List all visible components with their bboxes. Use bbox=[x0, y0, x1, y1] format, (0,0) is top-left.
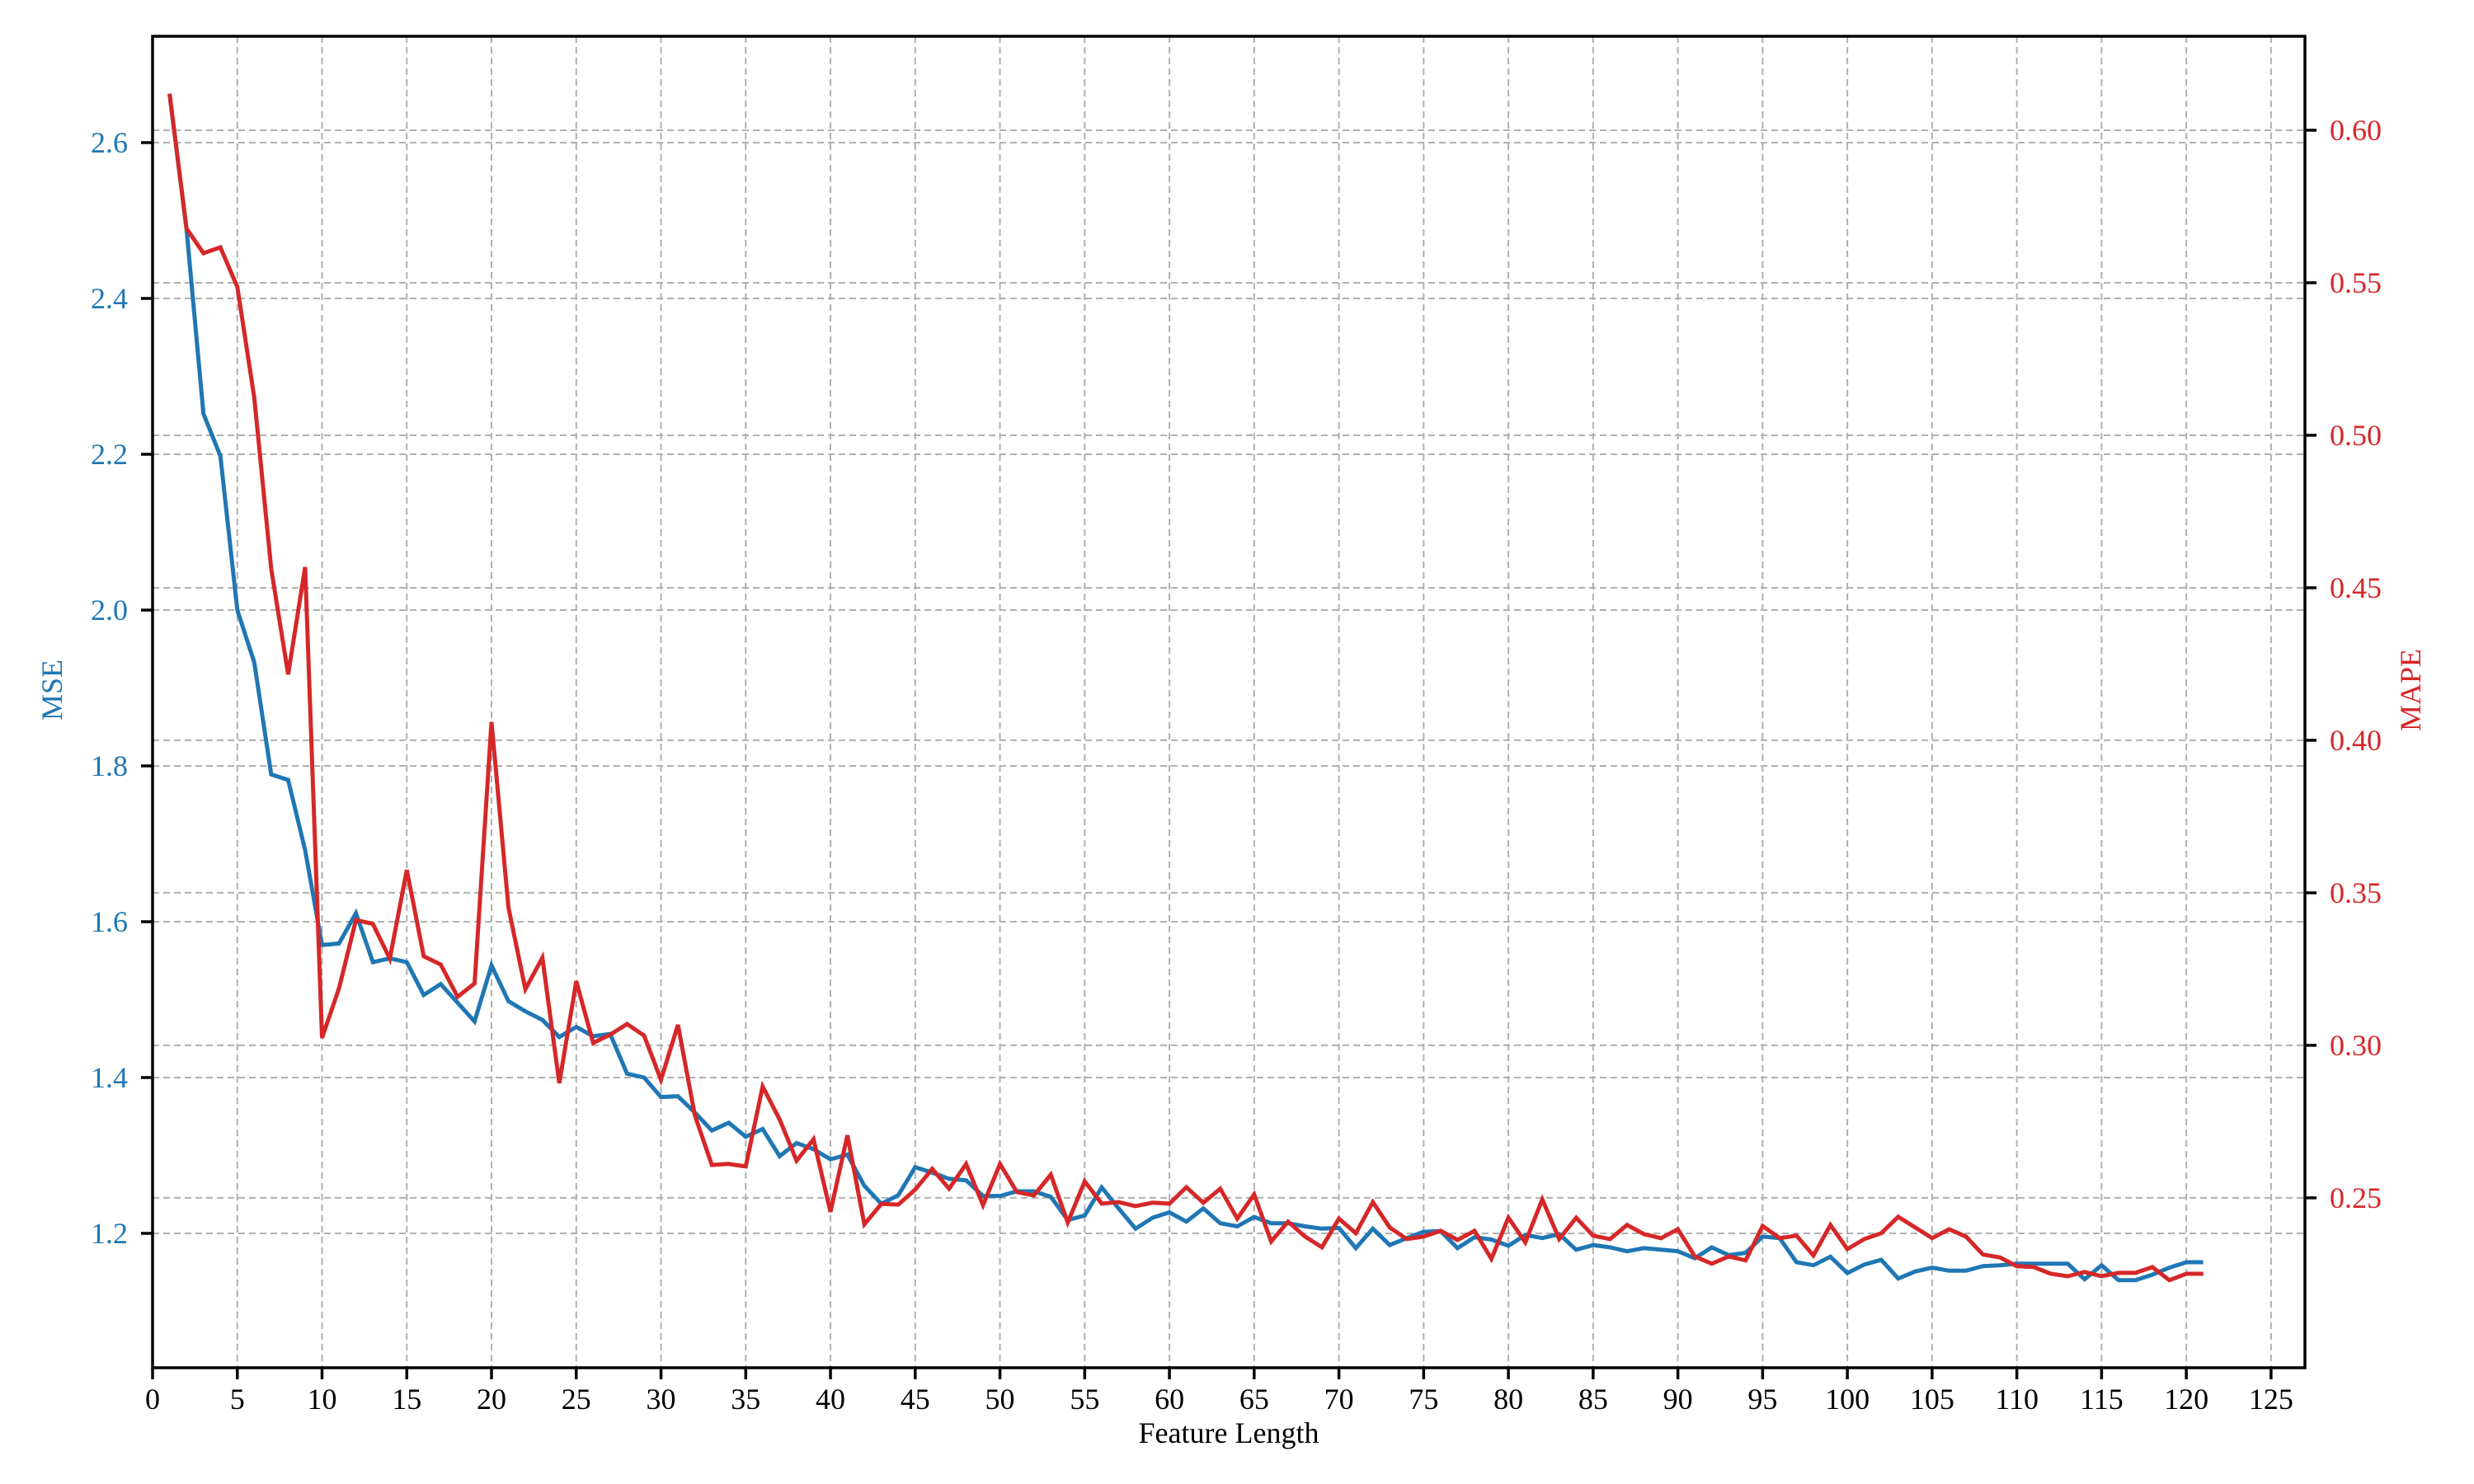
y-tick-label: 2.0 bbox=[91, 594, 128, 627]
x-tick-label: 75 bbox=[1409, 1383, 1438, 1416]
right-y-axis-ticks: 0.25 0.30 0.35 0.40 0.45 0.50 0.55 0.60 bbox=[2305, 114, 2382, 1214]
y-tick-label: 1.4 bbox=[91, 1061, 128, 1094]
x-tick-label: 65 bbox=[1239, 1383, 1269, 1416]
y-tick-label: 2.2 bbox=[91, 438, 128, 471]
data-series bbox=[167, 93, 2204, 1283]
left-y-axis-ticks: 1.2 1.4 1.6 1.8 2.0 2.2 2.4 2.6 bbox=[91, 126, 153, 1250]
x-tick-label: 95 bbox=[1747, 1383, 1777, 1416]
axes-frame bbox=[151, 35, 2307, 1369]
x-tick-label: 40 bbox=[816, 1383, 845, 1416]
x-tick-label: 35 bbox=[731, 1383, 760, 1416]
y-tick-label: 2.4 bbox=[91, 282, 128, 315]
x-tick-label: 45 bbox=[901, 1383, 930, 1416]
x-tick-label: 80 bbox=[1493, 1383, 1523, 1416]
x-tick-label: 125 bbox=[2249, 1383, 2293, 1416]
y-right-tick-label: 0.50 bbox=[2330, 419, 2382, 452]
y-right-tick-label: 0.25 bbox=[2330, 1181, 2382, 1214]
x-tick-label: 15 bbox=[392, 1383, 421, 1416]
y-tick-label: 2.6 bbox=[91, 126, 128, 159]
x-tick-label: 55 bbox=[1070, 1383, 1099, 1416]
y-right-tick-label: 0.30 bbox=[2330, 1029, 2382, 1062]
left-y-axis-label: MSE bbox=[35, 660, 68, 721]
y-right-tick-label: 0.40 bbox=[2330, 724, 2382, 757]
y-tick-label: 1.6 bbox=[91, 905, 128, 938]
x-tick-label: 85 bbox=[1578, 1383, 1608, 1416]
right-y-axis-label: MAPE bbox=[2394, 649, 2427, 731]
x-tick-label: 30 bbox=[647, 1383, 676, 1416]
y-tick-label: 1.8 bbox=[91, 749, 128, 782]
x-tick-label: 0 bbox=[145, 1383, 160, 1416]
x-tick-label: 115 bbox=[2080, 1383, 2124, 1416]
x-tick-label: 90 bbox=[1663, 1383, 1693, 1416]
x-axis-ticks: 0 5 10 15 20 25 30 35 40 45 50 55 60 65 70 75 80 85 90 95 10… bbox=[145, 1368, 2293, 1416]
grid-lines bbox=[152, 36, 2305, 1368]
y-right-tick-label: 0.45 bbox=[2330, 571, 2382, 604]
x-tick-label: 100 bbox=[1825, 1383, 1870, 1416]
x-tick-label: 60 bbox=[1155, 1383, 1184, 1416]
x-tick-label: 105 bbox=[1910, 1383, 1954, 1416]
y-tick-label: 1.2 bbox=[91, 1217, 128, 1250]
x-tick-label: 5 bbox=[230, 1383, 245, 1416]
x-tick-label: 10 bbox=[308, 1383, 337, 1416]
mape-line bbox=[167, 93, 2204, 1283]
y-right-tick-label: 0.60 bbox=[2330, 114, 2382, 147]
x-tick-label: 110 bbox=[1995, 1383, 2039, 1416]
mse-line bbox=[167, 94, 2204, 1283]
plot-border bbox=[151, 35, 2307, 1369]
x-axis-label: Feature Length bbox=[1139, 1416, 1319, 1449]
y-right-tick-label: 0.55 bbox=[2330, 266, 2382, 299]
y-right-tick-label: 0.35 bbox=[2330, 876, 2382, 909]
x-tick-label: 25 bbox=[562, 1383, 591, 1416]
x-tick-label: 20 bbox=[477, 1383, 506, 1416]
x-tick-label: 50 bbox=[985, 1383, 1015, 1416]
x-tick-label: 120 bbox=[2164, 1383, 2208, 1416]
x-tick-label: 70 bbox=[1324, 1383, 1354, 1416]
